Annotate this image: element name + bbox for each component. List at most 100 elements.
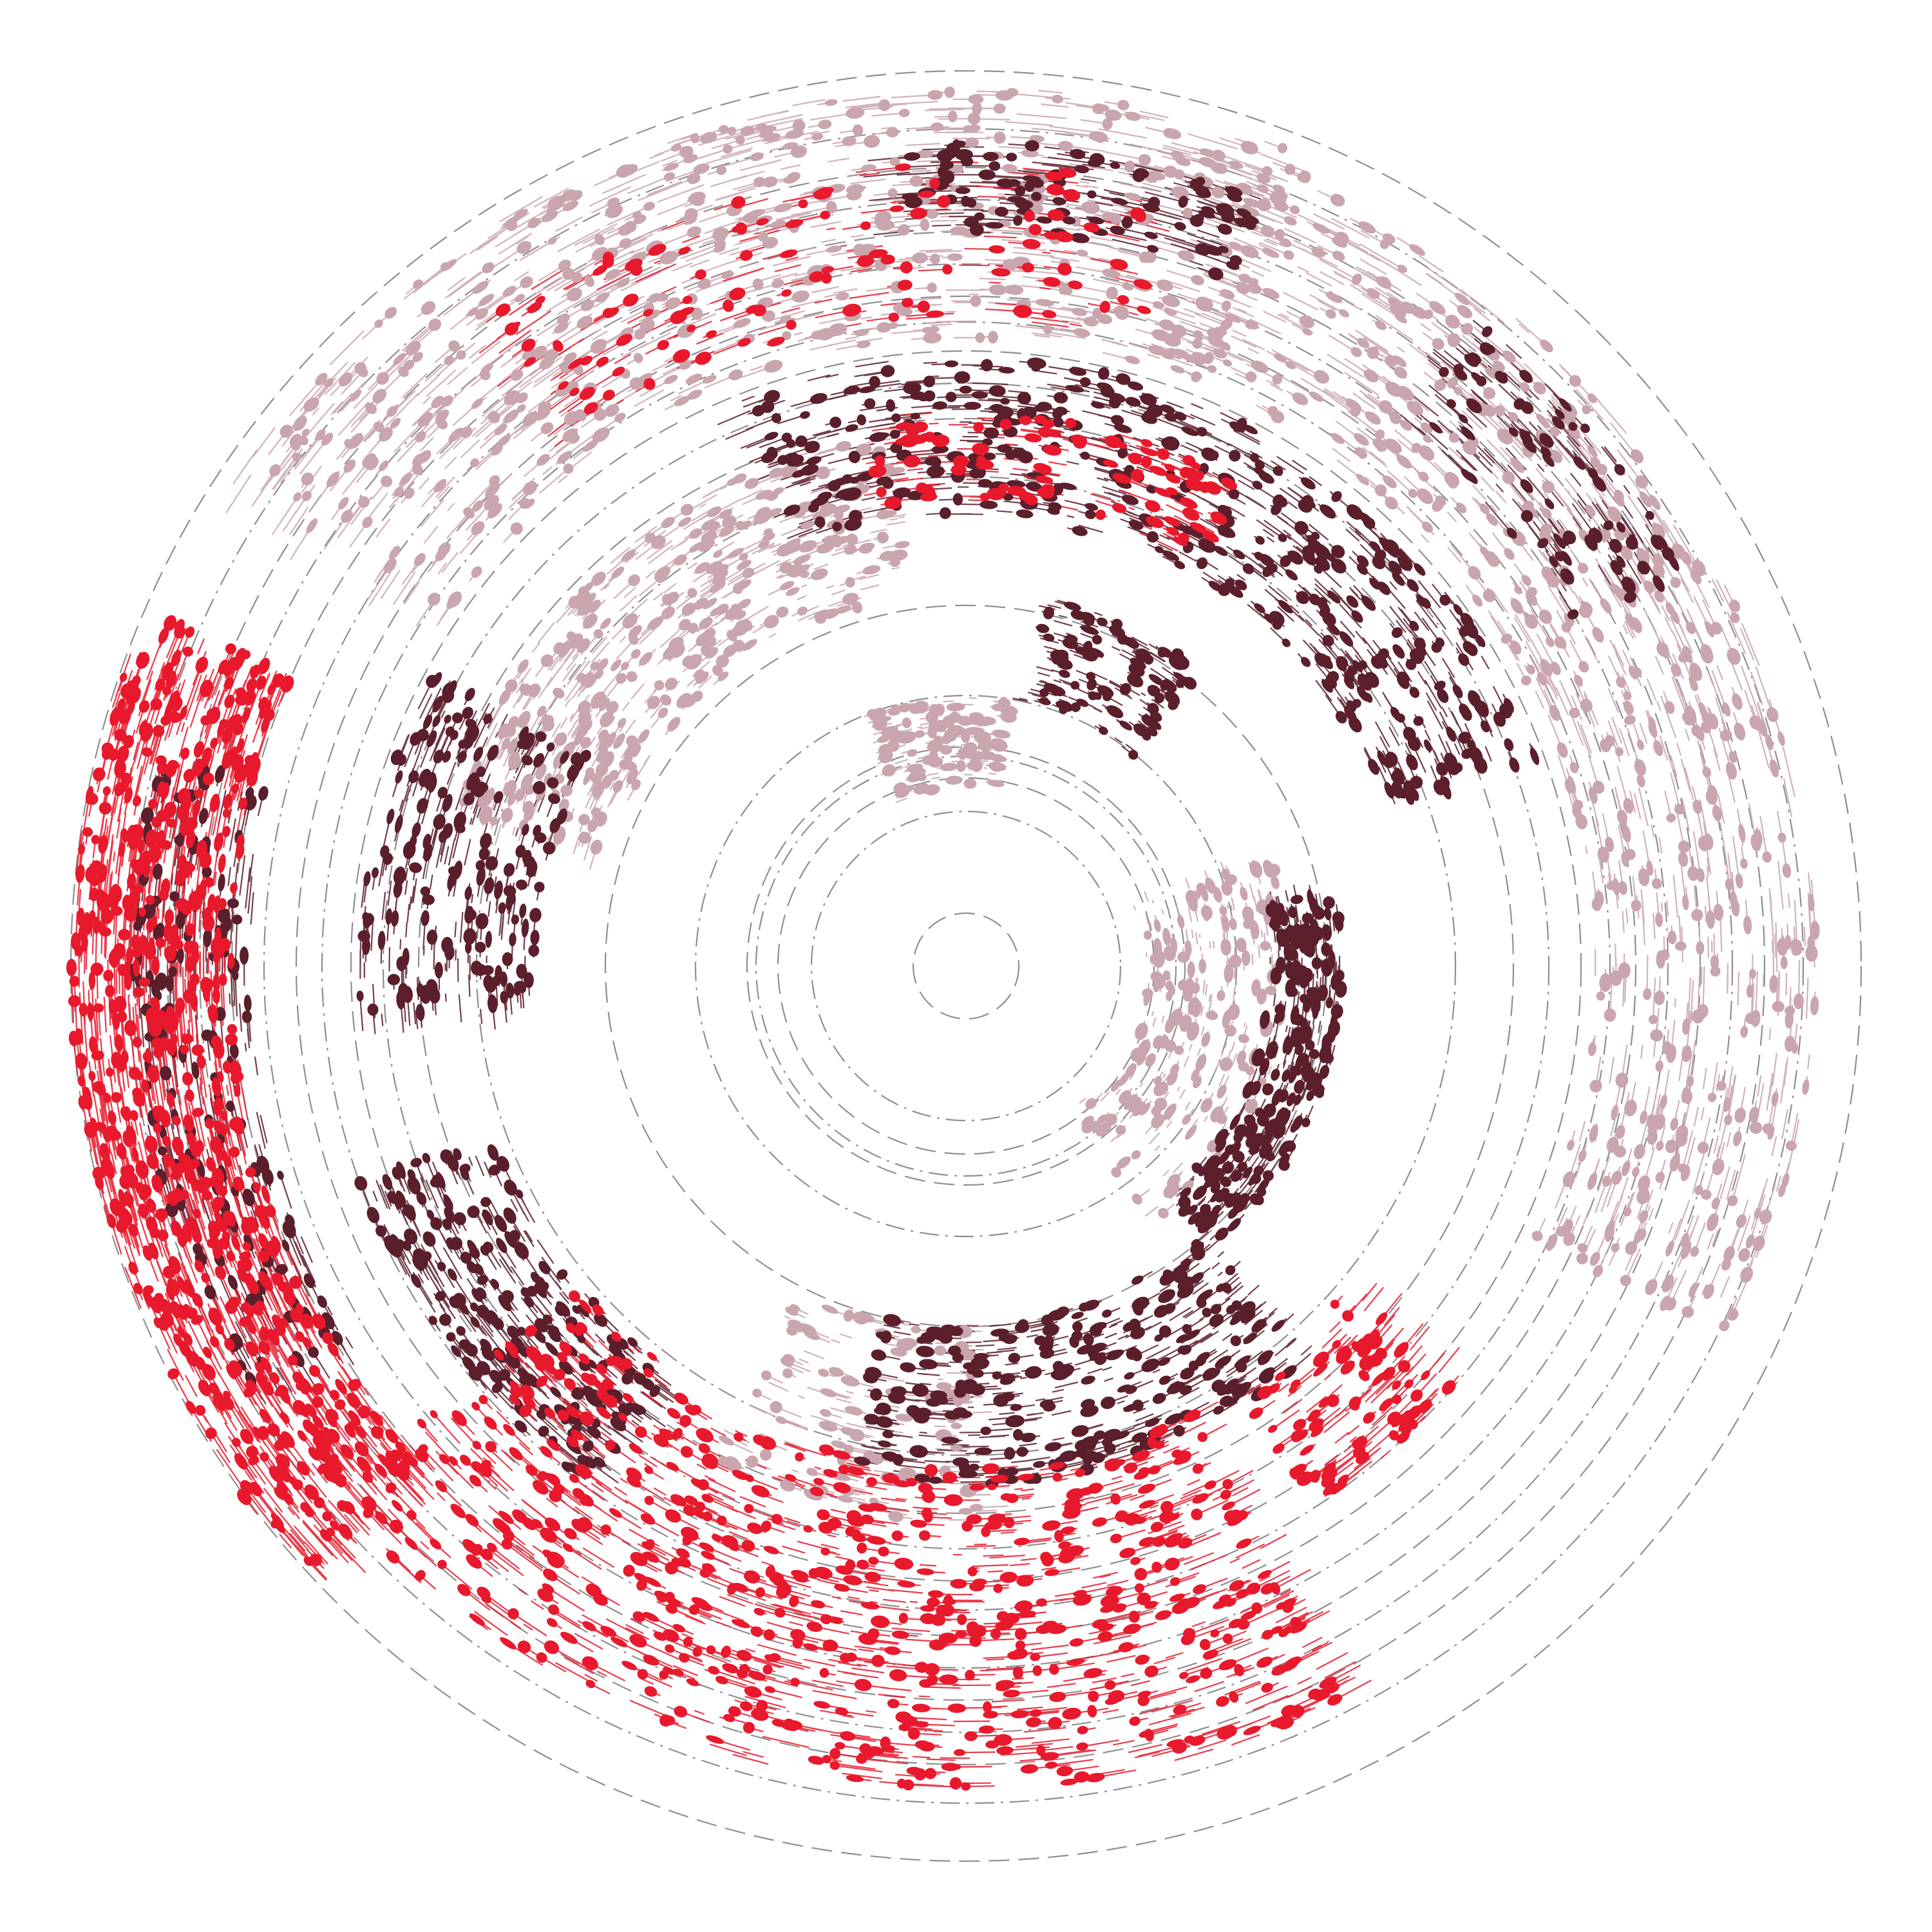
dot <box>450 1236 463 1250</box>
dot <box>530 1271 541 1284</box>
dot <box>1222 1010 1231 1028</box>
dot <box>1691 909 1703 922</box>
dot <box>1479 503 1490 515</box>
dot <box>1654 590 1665 603</box>
dot <box>1235 579 1247 591</box>
dot <box>620 164 638 176</box>
dot <box>349 389 362 402</box>
dot <box>1198 958 1207 974</box>
dot <box>1616 676 1626 688</box>
dot <box>975 332 985 343</box>
dot <box>384 307 397 319</box>
dot <box>1251 1048 1265 1066</box>
dot <box>1321 924 1332 941</box>
dot <box>598 738 610 753</box>
dot <box>688 542 703 553</box>
dot <box>822 535 835 544</box>
dot <box>727 126 737 135</box>
dot <box>1591 897 1602 911</box>
dot <box>324 377 334 388</box>
dot <box>316 431 325 441</box>
dot <box>435 1291 446 1302</box>
dot <box>939 507 951 519</box>
dot <box>1294 1079 1305 1094</box>
dot <box>1271 1068 1280 1081</box>
dot <box>755 123 768 131</box>
dot <box>969 1383 985 1396</box>
dot <box>404 1228 418 1245</box>
dot <box>1347 665 1358 676</box>
dot <box>1262 565 1273 577</box>
dot <box>1691 1009 1705 1024</box>
dot <box>923 784 940 796</box>
dot <box>1018 450 1033 464</box>
dot <box>842 136 857 146</box>
dot <box>1396 671 1410 686</box>
dot <box>1304 940 1316 958</box>
dot <box>1264 614 1274 623</box>
dot <box>961 1782 971 1791</box>
dot <box>687 389 703 400</box>
dot <box>1531 1231 1543 1242</box>
dot <box>684 694 697 708</box>
dot <box>1696 941 1705 955</box>
dot <box>913 701 929 714</box>
dot <box>786 1326 797 1336</box>
dot <box>995 90 1014 101</box>
dot <box>571 272 583 283</box>
dot <box>1167 1383 1184 1394</box>
dot <box>1378 582 1390 595</box>
dot <box>683 154 698 164</box>
dot <box>1278 533 1287 542</box>
dot <box>886 127 899 138</box>
dot <box>1411 442 1422 453</box>
dot <box>1160 437 1179 451</box>
dot <box>1076 249 1088 257</box>
dot <box>1690 1246 1700 1257</box>
dot <box>846 189 862 201</box>
dot <box>1280 555 1292 567</box>
dot <box>1177 914 1185 929</box>
dot <box>907 772 923 782</box>
dot <box>1697 1141 1709 1154</box>
dot <box>1002 258 1018 271</box>
dot <box>471 566 482 578</box>
dot <box>782 142 798 150</box>
dot <box>616 278 630 288</box>
dot <box>315 372 328 386</box>
dot <box>422 1231 436 1247</box>
dot <box>412 352 423 363</box>
dot <box>893 1386 907 1396</box>
dot <box>879 510 897 518</box>
dot <box>1646 860 1654 876</box>
dot <box>290 440 301 451</box>
dot <box>739 553 748 561</box>
dot <box>1298 1016 1305 1027</box>
dot <box>1447 333 1461 346</box>
dot <box>1423 309 1434 319</box>
dot <box>963 401 981 410</box>
dot <box>405 341 421 355</box>
dot <box>580 737 591 749</box>
dot <box>407 1169 416 1181</box>
dot <box>1146 486 1157 494</box>
dot <box>1448 432 1459 443</box>
dot <box>595 292 610 303</box>
dot <box>1569 375 1582 387</box>
dot <box>992 1371 1002 1380</box>
dot <box>1072 526 1088 536</box>
dot <box>398 366 409 377</box>
dot <box>1260 225 1275 238</box>
dot <box>771 279 784 289</box>
dot <box>1043 1402 1056 1412</box>
dot <box>600 711 614 728</box>
dot <box>1202 1307 1212 1318</box>
dot <box>752 1388 762 1398</box>
dot <box>1302 545 1315 558</box>
dot <box>1660 1295 1671 1311</box>
dot <box>1727 1195 1738 1206</box>
dot <box>1072 307 1087 316</box>
dot <box>690 133 700 144</box>
dot <box>66 958 77 977</box>
dot <box>402 1240 412 1251</box>
